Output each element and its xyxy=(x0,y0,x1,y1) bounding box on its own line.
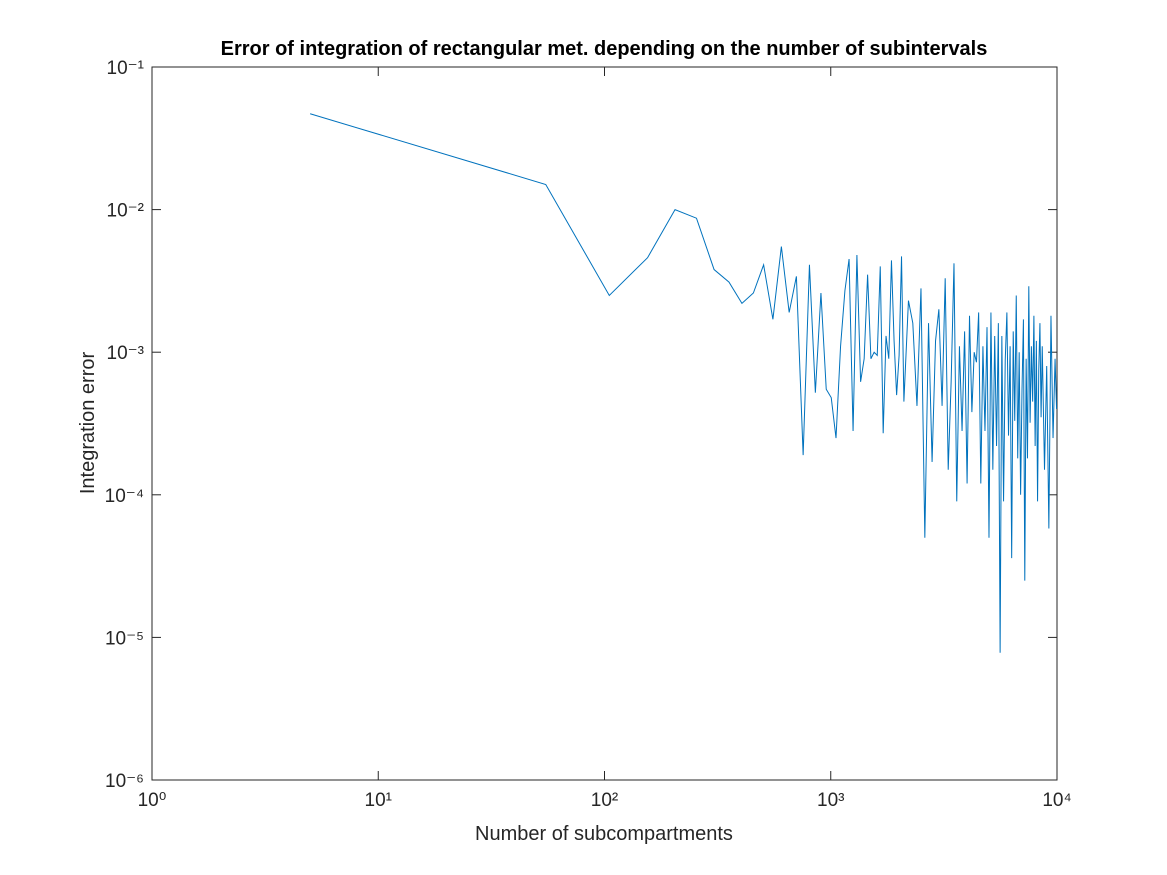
x-tick-label: 10³ xyxy=(817,790,844,811)
y-tick-label: 10⁻⁵ xyxy=(105,628,144,649)
data-line xyxy=(309,113,1058,653)
y-axis-label: Integration error xyxy=(77,352,99,495)
y-tick-label: 10⁻⁴ xyxy=(105,486,144,507)
y-tick-label: 10⁻¹ xyxy=(107,58,145,79)
x-tick-label: 10⁴ xyxy=(1042,790,1071,811)
x-tick-label: 10⁰ xyxy=(138,790,167,811)
chart-title: Error of integration of rectangular met.… xyxy=(221,38,988,60)
plot-area xyxy=(151,66,1058,781)
x-tick-label: 10¹ xyxy=(365,790,392,811)
y-tick-label: 10⁻⁶ xyxy=(105,771,144,792)
y-tick-label: 10⁻³ xyxy=(107,343,145,364)
x-tick-label: 10² xyxy=(591,790,618,811)
y-tick-label: 10⁻² xyxy=(107,201,145,222)
x-axis-label: Number of subcompartments xyxy=(475,823,733,845)
